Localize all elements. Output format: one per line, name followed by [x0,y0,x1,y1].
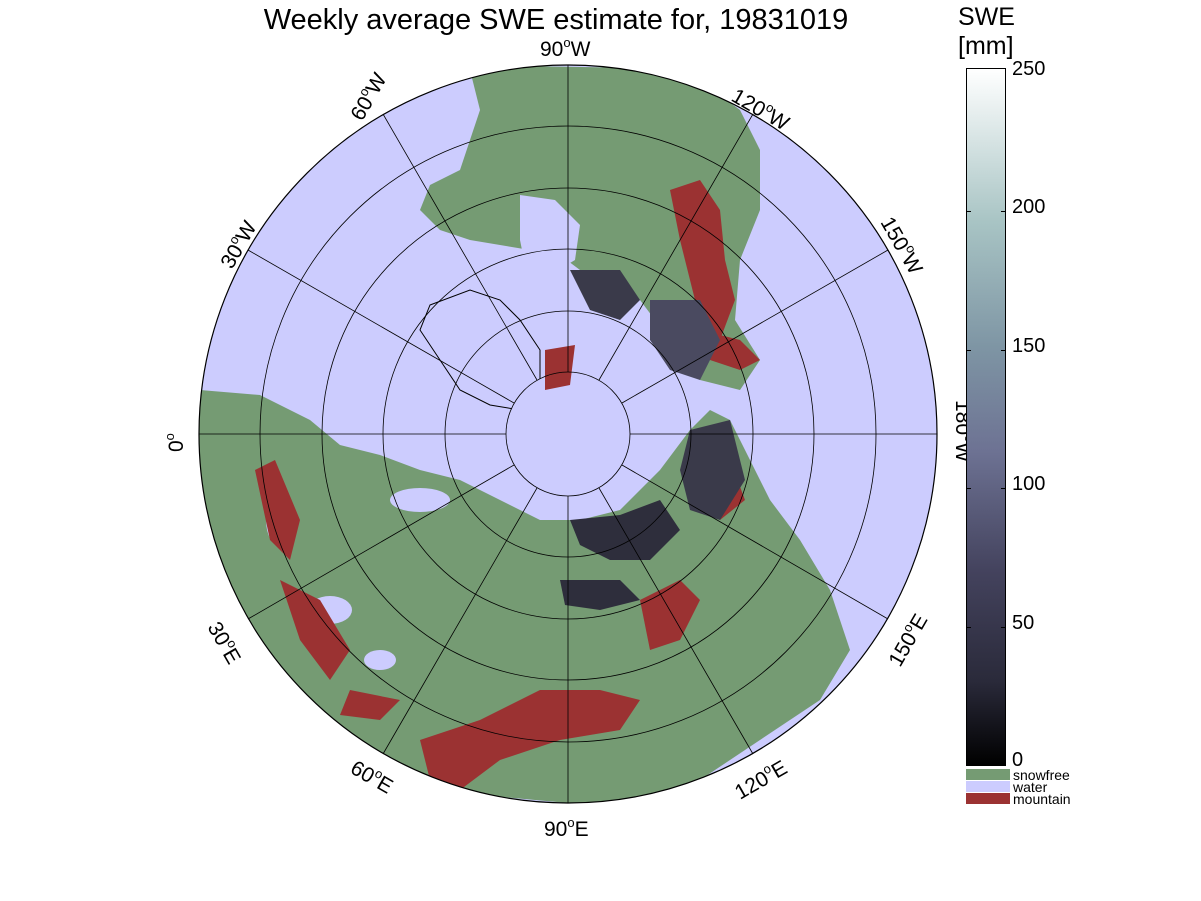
hudson-bay [520,195,580,275]
legend-swatch-mountain [966,793,1010,804]
colorbar-tickmark [1001,627,1006,628]
polar-cap [506,372,630,496]
colorbar-title-quantity: SWE [958,3,1015,31]
colorbar-tickmark [966,627,971,628]
colorbar-tick-200: 200 [1012,196,1046,218]
colorbar-tick-100: 100 [1012,473,1046,495]
legend-label-mountain: mountain [1013,791,1071,807]
colorbar-tick-0: 0 [1012,749,1024,771]
canadian-arctic-snow [570,270,640,320]
colorbar-tickmark [966,350,971,351]
figure-title: Weekly average SWE estimate for, 1983101… [263,4,849,36]
central-siberia-snow [570,500,680,560]
colorbar-tickmark [966,211,971,212]
rockies-mountains [670,180,735,340]
colorbar-tick-150: 150 [1012,335,1046,357]
legend-label-snowfree: snowfree [1013,767,1070,783]
graticule [199,65,937,803]
label-0: 0o [162,433,188,452]
colorbar-title-unit: [mm] [958,32,1014,60]
colorbar-tickmark [1001,350,1006,351]
scandinavia-mountains [255,460,300,560]
colorbar-tick-50: 50 [1012,612,1035,634]
label-30e: 30oE [203,617,248,669]
inland-water-1 [364,650,396,670]
east-siberia-snow [680,420,745,520]
label-60e: 60oE [347,754,399,799]
colorbar-tickmark [1001,488,1006,489]
alaska-snow [650,300,720,380]
taimyr-snow [560,580,640,610]
legend-label-water: water [1013,779,1048,795]
white-sea [390,488,450,512]
landmass-layer [199,66,850,803]
legend-swatch-water [966,781,1010,792]
label-90w: 90oW [540,35,591,61]
alps-mountains [280,580,350,680]
colorbar-tick-250: 250 [1012,58,1046,80]
label-150e: 150oE [882,609,933,671]
colorbar-tickmark [966,488,971,489]
legend-swatch-snowfree [966,769,1010,780]
greenland-mountains [545,345,575,390]
label-90e: 90oE [544,815,589,841]
colorbar-tickmark [1001,211,1006,212]
swe-colorbar [966,68,1006,766]
map-boundary [198,64,938,804]
caucasus-mountains [340,690,400,720]
